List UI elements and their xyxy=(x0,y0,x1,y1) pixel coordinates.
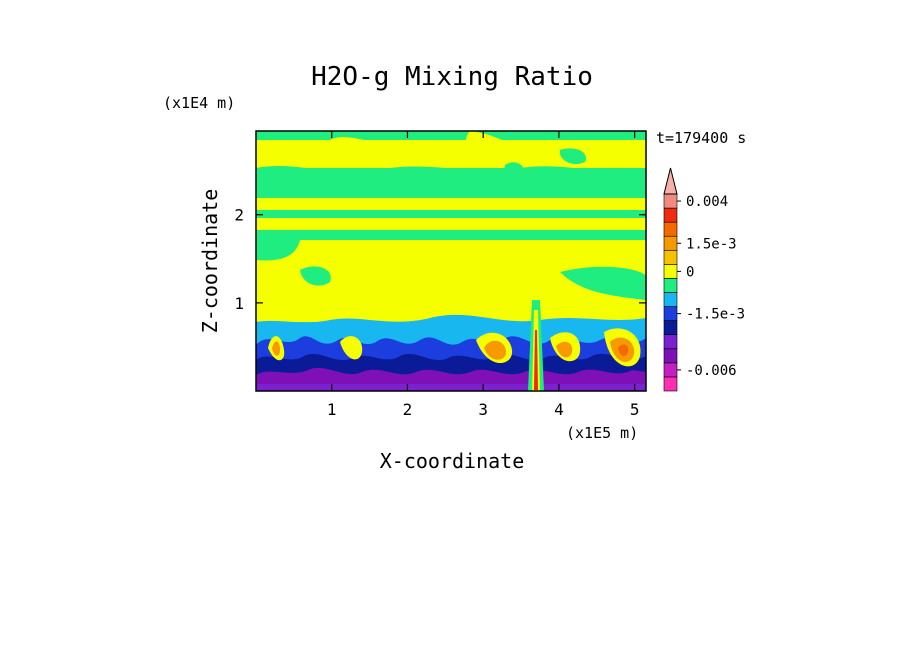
colorbar-segment xyxy=(663,348,678,364)
colorbar-segment xyxy=(663,306,678,321)
band-yellow-mid xyxy=(256,198,646,210)
colorbar-segment xyxy=(663,320,678,336)
green-hole-2 xyxy=(559,148,586,165)
colorbar-segment xyxy=(663,376,678,392)
column-red xyxy=(534,330,538,390)
y-scale-label: (x1E4 m) xyxy=(163,94,235,112)
x-tick-label: 5 xyxy=(630,400,640,419)
x-tick-label: 2 xyxy=(403,400,413,419)
x-axis-label: X-coordinate xyxy=(380,449,525,473)
y-tick-label: 2 xyxy=(234,206,244,225)
band-green-thin xyxy=(256,210,646,218)
plume-2 xyxy=(340,336,363,360)
band-yellow-top xyxy=(256,140,646,168)
x-tick-label: 4 xyxy=(554,400,564,419)
x-tick-label: 1 xyxy=(327,400,337,419)
colorbar-label: 1.5e-3 xyxy=(686,236,737,252)
plume-5-core xyxy=(618,344,629,357)
x-scale-label: (x1E5 m) xyxy=(566,424,638,442)
band-violet xyxy=(256,384,646,391)
contour-field xyxy=(256,131,646,391)
colorbar-segment xyxy=(663,221,678,237)
plot-frame xyxy=(255,130,647,392)
x-axis: 1 2 3 4 5 xyxy=(327,131,640,419)
time-label: t=179400 s xyxy=(656,129,746,147)
y-tick-label: 1 xyxy=(234,294,244,313)
colorbar-segment xyxy=(663,264,678,279)
plume-4-core xyxy=(556,341,573,358)
green-patch-left xyxy=(256,240,300,261)
colorbar-segment xyxy=(663,235,678,251)
band-yellow-2 xyxy=(256,218,646,230)
green-patch-right xyxy=(560,266,646,300)
colorbar-segment xyxy=(663,193,678,209)
chart-title: H2O-g Mixing Ratio xyxy=(311,62,593,92)
y-axis: 12 xyxy=(234,206,646,313)
colorbar-segment xyxy=(663,278,678,293)
green-hole-1 xyxy=(504,162,525,181)
plume-1-core xyxy=(272,341,280,356)
green-patch-center xyxy=(300,266,331,286)
colorbar-segment xyxy=(663,362,678,378)
colorbar-segment xyxy=(663,207,678,223)
colorbar-extend-arrow xyxy=(663,167,678,195)
colorbar-label: -1.5e-3 xyxy=(686,307,745,323)
colorbar: -0.006 -1.5e-3 0 1.5e-3 0.004 xyxy=(663,167,745,392)
colorbar-segment xyxy=(663,334,678,350)
colorbar-label: 0.004 xyxy=(686,194,728,210)
yellow-lump-1 xyxy=(330,137,404,159)
x-tick-label: 3 xyxy=(478,400,488,419)
y-axis-label: Z-coordinate xyxy=(198,189,222,334)
colorbar-segment xyxy=(663,292,678,307)
colorbar-label: 0 xyxy=(686,264,694,280)
colorbar-label: -0.006 xyxy=(686,363,737,379)
band-green-wavy xyxy=(256,166,646,200)
yellow-lump-2 xyxy=(465,131,541,162)
band-green-2 xyxy=(256,230,646,240)
plume-3-core xyxy=(484,340,506,360)
colorbar-segment xyxy=(663,249,678,265)
